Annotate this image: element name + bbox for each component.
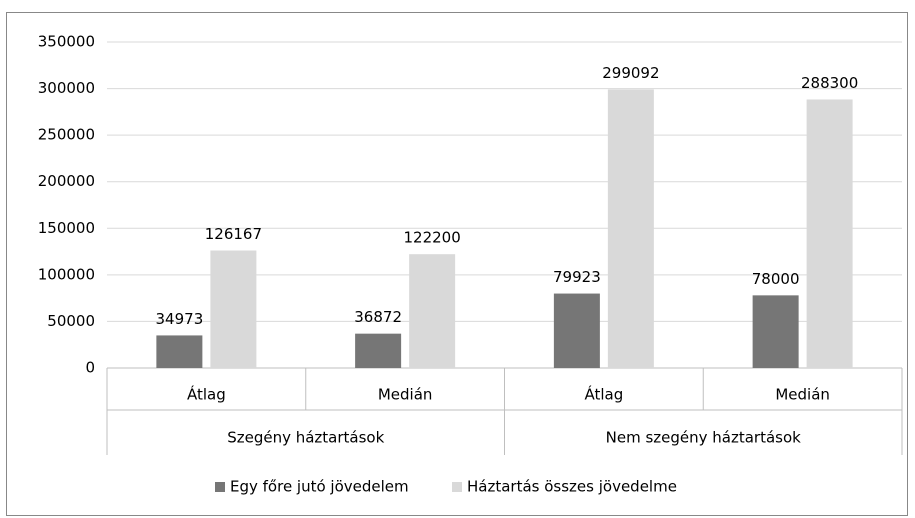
group-label: Szegény háztartások <box>227 429 384 447</box>
y-tick-label: 100000 <box>38 265 95 283</box>
legend-label: Háztartás összes jövedelme <box>467 478 677 496</box>
data-label: 78000 <box>752 270 800 288</box>
data-label: 79923 <box>553 268 601 286</box>
data-label: 122200 <box>403 229 460 247</box>
legend-swatch <box>215 482 225 492</box>
legend-swatch <box>452 482 462 492</box>
y-tick-label: 250000 <box>38 126 95 144</box>
bar <box>355 333 402 368</box>
chart-border <box>6 12 908 516</box>
data-label: 126167 <box>205 225 262 243</box>
bar <box>409 254 456 368</box>
data-label: 299092 <box>602 64 659 82</box>
y-tick-label: 150000 <box>38 219 95 237</box>
group-label: Nem szegény háztartások <box>606 429 802 447</box>
bar <box>752 295 799 368</box>
y-tick-label: 300000 <box>38 79 95 97</box>
x-tick-label: Átlag <box>584 385 623 404</box>
bar <box>607 89 654 368</box>
legend-label: Egy főre jutó jövedelem <box>230 478 409 496</box>
data-label: 34973 <box>156 310 204 328</box>
bar <box>806 99 853 368</box>
y-tick-label: 350000 <box>38 33 95 51</box>
bar <box>156 335 203 368</box>
x-tick-label: Medián <box>775 386 830 404</box>
bar <box>210 250 257 368</box>
y-tick-label: 200000 <box>38 172 95 190</box>
bar <box>553 293 600 368</box>
y-tick-label: 0 <box>85 359 95 377</box>
y-tick-label: 50000 <box>47 312 95 330</box>
x-tick-label: Medián <box>378 386 433 404</box>
data-label: 36872 <box>354 308 402 326</box>
x-tick-label: Átlag <box>187 385 226 404</box>
data-label: 288300 <box>801 74 858 92</box>
